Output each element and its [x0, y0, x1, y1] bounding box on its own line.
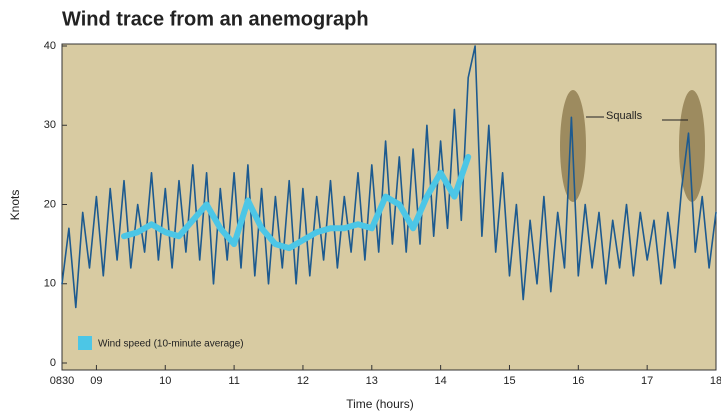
x-tick-label: 10 — [159, 375, 171, 387]
wind-trace — [61, 45, 717, 309]
legend: Wind speed (10-minute average) — [78, 336, 244, 350]
x-tick-label: 09 — [90, 375, 102, 387]
x-tick-label: 12 — [297, 375, 309, 387]
squall-highlight — [679, 90, 705, 202]
x-tick-label: 14 — [435, 375, 447, 387]
x-tick-label: 0830 — [50, 375, 74, 387]
y-tick-label: 30 — [44, 119, 56, 131]
y-tick-label: 40 — [44, 40, 56, 52]
chart-title: Wind trace from an anemograph — [62, 8, 369, 30]
x-tick-label: 17 — [641, 375, 653, 387]
legend-swatch — [78, 336, 92, 350]
y-tick-label: 10 — [44, 278, 56, 290]
x-tick-label: 11 — [228, 375, 239, 387]
x-tick-label: 16 — [572, 375, 584, 387]
plot-area — [61, 43, 717, 371]
legend-label: Wind speed (10-minute average) — [98, 339, 244, 350]
y-tick-label: 20 — [44, 198, 56, 210]
x-tick-label: 15 — [503, 375, 515, 387]
x-tick-label: 18 — [710, 375, 721, 387]
y-axis-label: Knots — [8, 190, 22, 221]
x-axis-label: Time (hours) — [346, 397, 414, 411]
x-tick-label: 13 — [366, 375, 378, 387]
annotation: Squalls — [606, 110, 643, 122]
average-line — [121, 153, 472, 252]
y-tick-label: 0 — [50, 357, 56, 369]
